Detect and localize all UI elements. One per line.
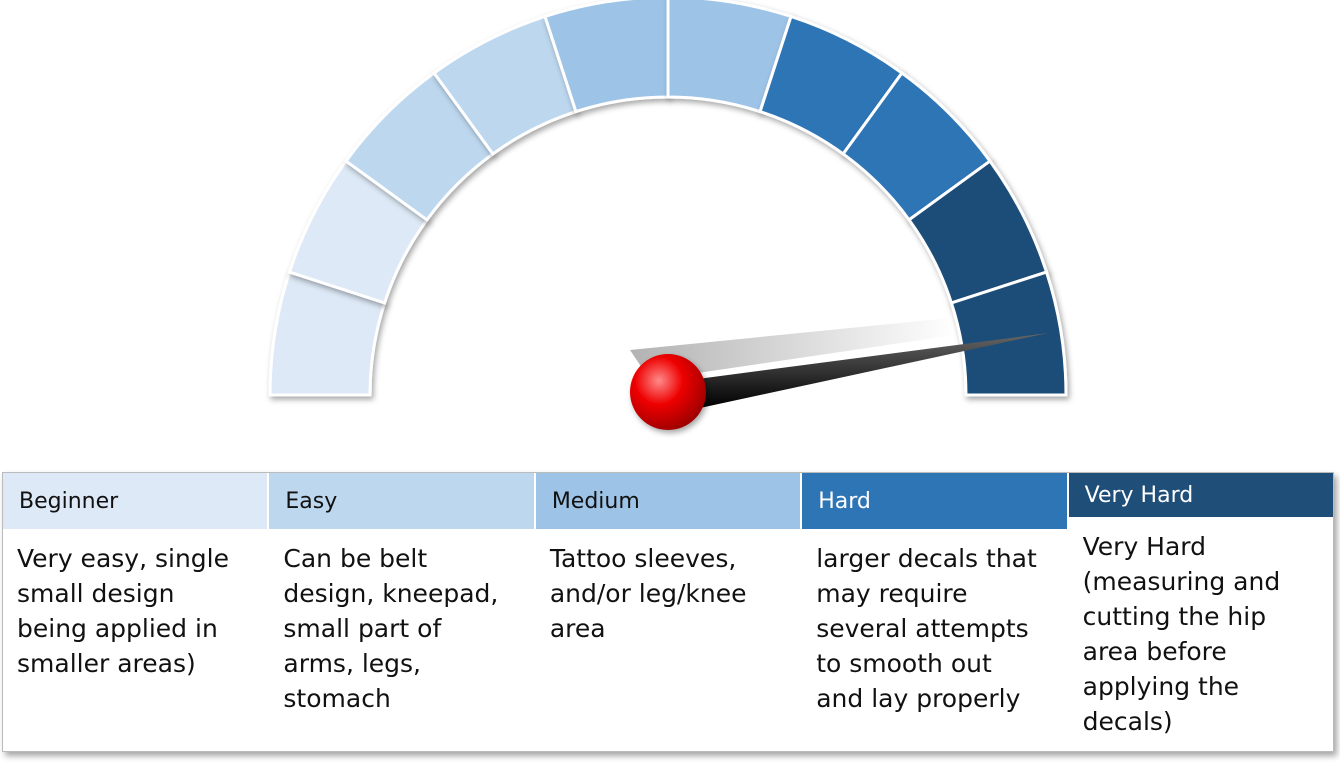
level-column: Hard larger decals that may require several… xyxy=(800,473,1067,751)
level-description: Tattoo sleeves, and/or leg/knee area xyxy=(536,529,800,658)
description-line: arms, legs, xyxy=(283,649,422,678)
description-line: and lay properly xyxy=(816,684,1021,713)
description-line: small part of xyxy=(283,614,442,643)
description-line: Tattoo sleeves, xyxy=(549,544,737,573)
difficulty-table: Beginner Very easy, single small design bei… xyxy=(2,472,1334,752)
needle xyxy=(690,333,1048,408)
level-name: Hard xyxy=(802,473,1067,529)
level-column: Very Hard Very Hard (measuring and cutting … xyxy=(1066,473,1334,751)
level-description: Very easy, single small design being appli… xyxy=(3,529,267,693)
level-column: Medium Tattoo sleeves, and/or leg/knee area xyxy=(533,473,801,751)
gauge-segment xyxy=(949,270,1068,397)
description-line: larger decals that xyxy=(816,544,1037,573)
description-line: Can be belt xyxy=(283,544,428,573)
level-name: Very Hard xyxy=(1068,473,1334,517)
description-line: and/or leg/knee xyxy=(549,579,747,608)
level-description: larger decals that may require several att… xyxy=(802,529,1066,728)
description-line: smaller areas) xyxy=(17,649,196,678)
needle-hub xyxy=(630,354,706,430)
gauge-segments xyxy=(268,0,1068,397)
gauge xyxy=(268,0,1068,430)
description-line: area xyxy=(549,614,606,643)
description-line: Very Hard xyxy=(1082,532,1207,561)
description-line: decals) xyxy=(1082,707,1173,736)
description-line: (measuring and xyxy=(1082,567,1281,596)
description-line: design, kneepad, xyxy=(283,579,499,608)
description-line: being applied in xyxy=(17,614,218,643)
description-line: applying the xyxy=(1082,672,1240,701)
description-line: Very easy, single xyxy=(17,544,229,573)
description-line: cutting the hip xyxy=(1082,602,1267,631)
needle-shadow xyxy=(630,318,955,380)
level-description: Can be belt design, kneepad, small part of… xyxy=(269,529,533,728)
level-column: Beginner Very easy, single small design bei… xyxy=(3,473,268,751)
description-line: several attempts xyxy=(816,614,1029,643)
description-line: to smooth out xyxy=(816,649,992,678)
level-description: Very Hard (measuring and cutting the hip ar… xyxy=(1069,517,1333,751)
level-name: Medium xyxy=(535,473,801,529)
description-line: may require xyxy=(816,579,968,608)
level-name: Beginner xyxy=(3,473,268,529)
description-line: area before xyxy=(1082,637,1227,666)
description-line: stomach xyxy=(283,684,391,713)
description-line: small design xyxy=(17,579,175,608)
level-name: Easy xyxy=(269,473,534,529)
level-column: Easy Can be belt design, kneepad, small par… xyxy=(267,473,534,751)
